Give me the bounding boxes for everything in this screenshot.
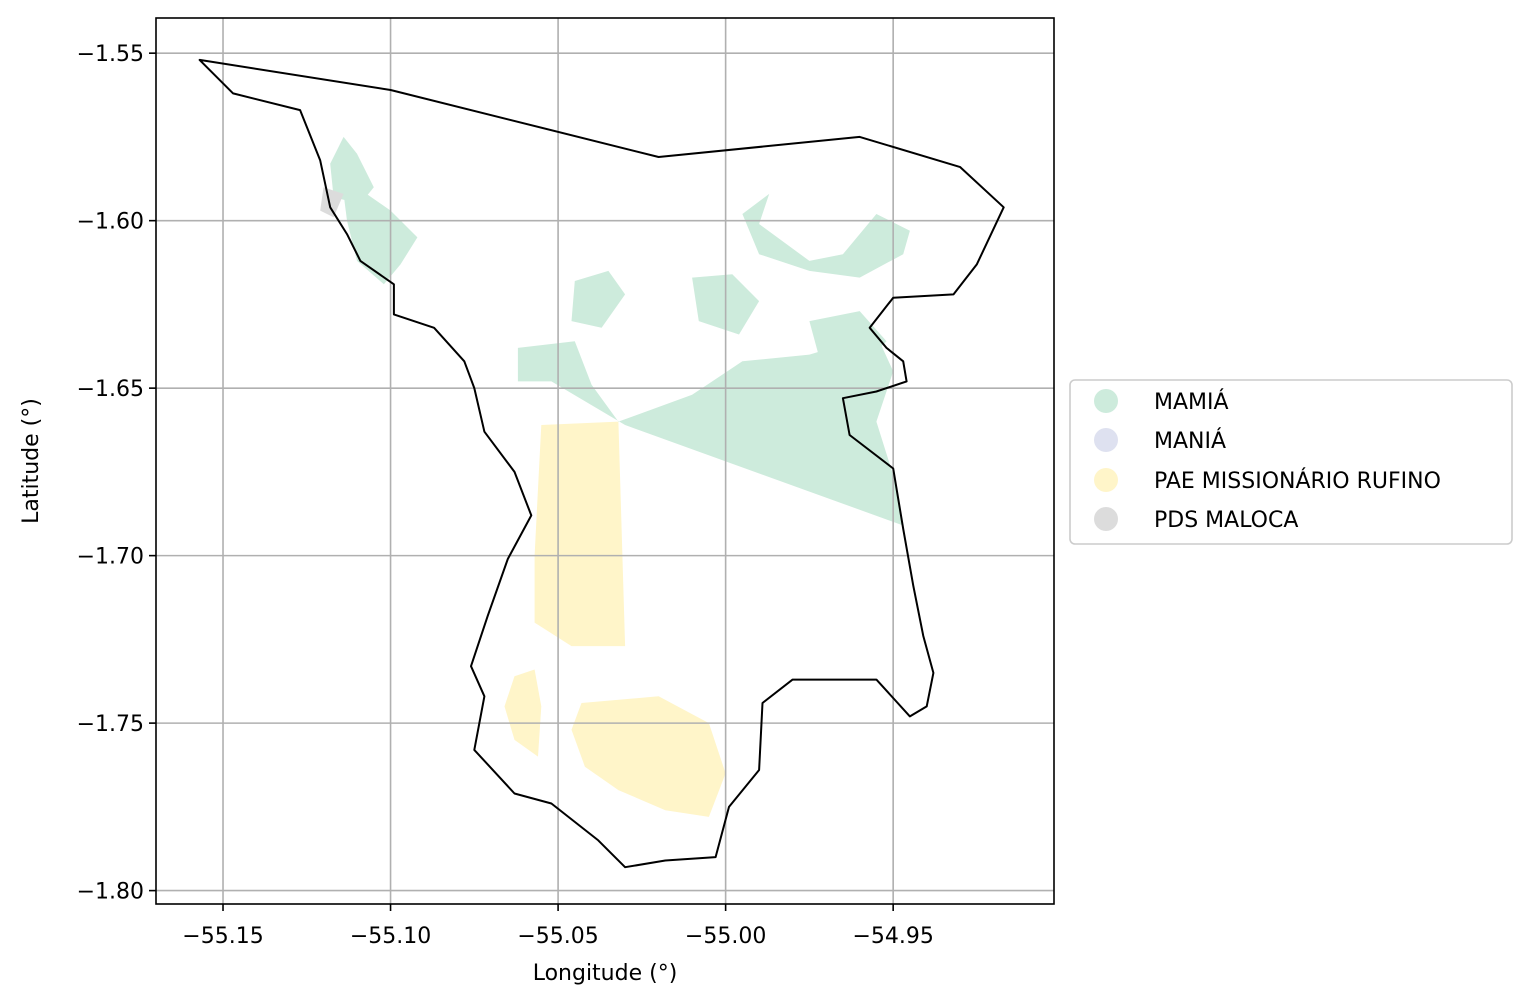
y-tick-label: −1.60: [77, 210, 144, 235]
legend-frame: [1069, 379, 1513, 545]
region-mamia-7: [809, 311, 887, 368]
region-pae-missionario-rufino-2: [504, 669, 542, 757]
region-pae-missionario-rufino-3: [571, 696, 726, 817]
legend-label-mamia: MAMIÁ: [1154, 389, 1229, 415]
axis-ticks: −55.15 −55.10 −55.05 −55.00 −54.95 −1.55 −1.60…: [77, 42, 934, 949]
y-tick-label: −1.65: [77, 377, 144, 402]
legend: MAMIÁ MANIÁ PAE MISSIONÁRIO RUFINO PDS M…: [1069, 379, 1513, 545]
y-tick-label: −1.75: [77, 712, 144, 737]
x-tick-label: −55.10: [350, 924, 431, 949]
x-tick-label: −55.05: [517, 924, 598, 949]
x-tick-label: −55.15: [182, 924, 263, 949]
municipal-boundary: [198, 58, 1005, 869]
region-mamia-3: [517, 334, 904, 526]
boundary-outline: [198, 58, 1005, 869]
x-tick-label: −55.00: [685, 924, 766, 949]
legend-marker-pds-maloca: [1094, 507, 1118, 531]
region-pds-maloca-1: [320, 187, 344, 218]
region-mamia-1: [343, 187, 418, 285]
legend-marker-mania: [1094, 428, 1118, 452]
legend-marker-mamia: [1094, 389, 1118, 413]
region-mamia-4: [571, 270, 626, 328]
legend-marker-pae-missionario-rufino: [1094, 468, 1118, 492]
legend-label-pds-maloca: PDS MALOCA: [1154, 508, 1298, 533]
y-tick-label: −1.55: [77, 42, 144, 67]
y-axis-title: Latitude (°): [19, 398, 44, 524]
region-mamia-6: [742, 193, 910, 278]
region-mamia-2: [330, 136, 374, 204]
legend-label-mania: MANIÁ: [1154, 428, 1226, 454]
region-pae-missionario-rufino-1: [534, 421, 626, 647]
x-tick-label: −54.95: [852, 924, 933, 949]
x-axis-title: Longitude (°): [533, 961, 678, 986]
gridlines: [156, 18, 1054, 904]
y-tick-label: −1.80: [77, 880, 144, 905]
legend-label-pae-missionario-rufino: PAE MISSIONÁRIO RUFINO: [1154, 468, 1441, 494]
plot-frame: [155, 17, 1055, 905]
regions-layer: [320, 136, 910, 817]
y-tick-label: −1.70: [77, 545, 144, 570]
